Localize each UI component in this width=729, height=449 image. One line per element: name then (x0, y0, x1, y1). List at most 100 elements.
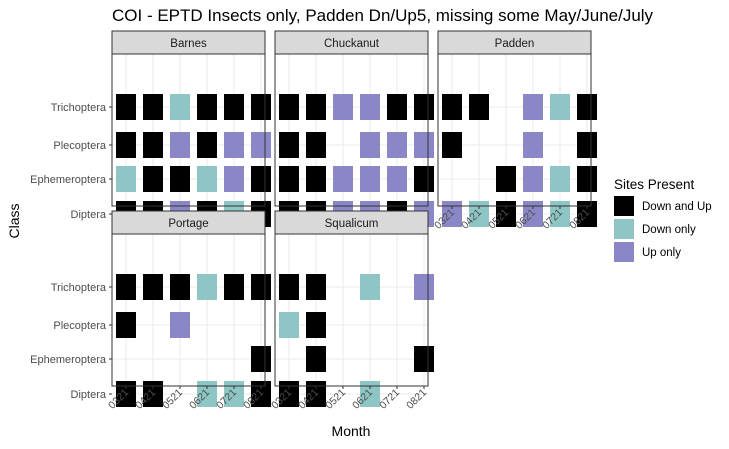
heatmap-tile (306, 381, 326, 407)
heatmap-tile (197, 381, 217, 407)
legend-label-both: Down and Up (642, 201, 712, 213)
heatmap-tile (550, 201, 570, 227)
heatmap-tile (306, 166, 326, 192)
facet-strip-label: Portage (168, 218, 208, 230)
heatmap-tile (116, 381, 136, 407)
heatmap-tile (143, 94, 163, 120)
heatmap-tile (279, 94, 299, 120)
heatmap-tile (577, 201, 597, 227)
heatmap-tile (197, 132, 217, 158)
chart-title: COI - EPTD Insects only, Padden Dn/Up5, … (112, 6, 654, 25)
heatmap-tile (387, 94, 407, 120)
heatmap-tile (306, 132, 326, 158)
heatmap-tile (360, 381, 380, 407)
heatmap-tile (224, 381, 244, 407)
heatmap-tile (251, 274, 271, 300)
legend-swatch-down (614, 219, 634, 239)
facet-strip-label: Barnes (170, 38, 207, 50)
heatmap-tile (469, 94, 489, 120)
heatmap-tile (279, 381, 299, 407)
heatmap-tile (279, 312, 299, 338)
heatmap-tile (143, 132, 163, 158)
heatmap-tile (143, 274, 163, 300)
x-tick-label: 0821 (404, 387, 429, 412)
facet-strip-label: Padden (495, 38, 535, 50)
legend-label-up: Up only (642, 247, 681, 259)
y-tick-label: Plecoptera (53, 320, 106, 332)
y-tick-label: Ephemeroptera (30, 174, 107, 186)
heatmap-tile (279, 166, 299, 192)
legend-swatch-both (614, 196, 634, 216)
heatmap-tile (414, 346, 434, 372)
facet-panel-portage: Portage Trichoptera Plecoptera Ephemeropter… (30, 210, 271, 412)
heatmap-tile (116, 312, 136, 338)
heatmap-tile (116, 166, 136, 192)
y-tick-label: Ephemeroptera (30, 354, 107, 366)
heatmap-tile (170, 166, 190, 192)
x-tick-label: 0521 (323, 387, 348, 412)
heatmap-tile (414, 94, 434, 120)
y-tick-label: Trichoptera (51, 282, 107, 294)
heatmap-tile (251, 166, 271, 192)
panel-background (112, 234, 265, 386)
heatmap-tile (414, 132, 434, 158)
x-tick-label: 0721 (377, 387, 402, 412)
y-axis-label: Class (6, 203, 22, 238)
y-tick-label: Diptera (71, 389, 107, 401)
heatmap-tile (197, 94, 217, 120)
heatmap-tile (523, 94, 543, 120)
x-tick-label: 0521 (160, 387, 185, 412)
legend-label-down: Down only (642, 224, 696, 236)
panel-border (274, 233, 429, 387)
y-tick-label: Trichoptera (51, 102, 107, 114)
facet-panel-chuckanut: Chuckanut (274, 30, 434, 227)
heatmap-tile (523, 201, 543, 227)
heatmap-tile (251, 346, 271, 372)
heatmap-tile (170, 312, 190, 338)
heatmap-tile (306, 94, 326, 120)
facet-strip-label: Chuckanut (324, 38, 380, 50)
heatmap-tile (442, 132, 462, 158)
heatmap-tile (550, 94, 570, 120)
heatmap-tile (251, 94, 271, 120)
panel-border (111, 233, 266, 387)
heatmap-tile (333, 166, 353, 192)
heatmap-tile (224, 94, 244, 120)
heatmap-tile (360, 274, 380, 300)
y-tick-label: Plecoptera (53, 140, 106, 152)
heatmap-tile (170, 94, 190, 120)
legend-entries: Down and Up Down only Up only (614, 196, 712, 262)
heatmap-tile (306, 312, 326, 338)
heatmap-tile (116, 132, 136, 158)
heatmap-tile (197, 274, 217, 300)
heatmap-tile (523, 132, 543, 158)
facet-panels: Barnes Trichoptera Plecoptera Ephemeroptera… (30, 30, 597, 412)
heatmap-tile (360, 166, 380, 192)
x-axis-label: Month (332, 423, 371, 439)
heatmap-tile (116, 274, 136, 300)
heatmap-tile (496, 166, 516, 192)
heatmap-tile (577, 94, 597, 120)
heatmap-tile (577, 166, 597, 192)
facet-panel-barnes: Barnes Trichoptera Plecoptera Ephemeroptera… (30, 30, 271, 227)
heatmap-tile (523, 166, 543, 192)
heatmap-tile (333, 94, 353, 120)
legend-title: Sites Present (614, 177, 695, 192)
heatmap-tile (387, 166, 407, 192)
panel-background (275, 234, 428, 386)
panel-border (274, 53, 429, 207)
heatmap-tile (442, 201, 462, 227)
heatmap-tile (116, 94, 136, 120)
heatmap-tile (143, 381, 163, 407)
heatmap-tile (224, 132, 244, 158)
heatmap-tile (279, 132, 299, 158)
heatmap-tile (197, 166, 217, 192)
heatmap-tile (170, 132, 190, 158)
heatmap-tile (224, 274, 244, 300)
heatmap-tile (360, 94, 380, 120)
heatmap-tile (414, 274, 434, 300)
panel-border (111, 53, 266, 207)
heatmap-tile (251, 381, 271, 407)
